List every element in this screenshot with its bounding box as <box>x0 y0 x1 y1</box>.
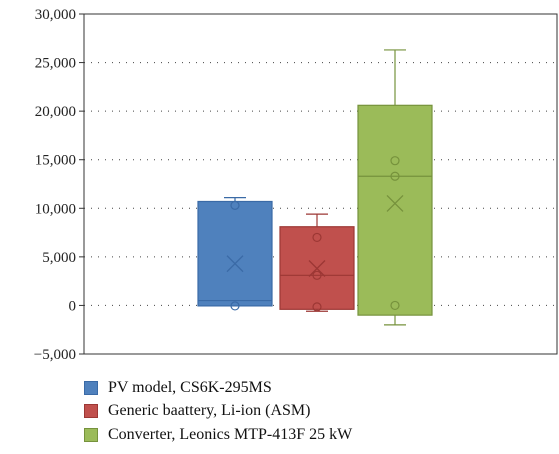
data-point <box>230 200 240 210</box>
data-point <box>312 302 322 312</box>
data-point <box>312 232 322 243</box>
box-series-0 <box>197 197 273 311</box>
legend-label-converter: Converter, Leonics MTP-413F 25 kW <box>108 425 353 443</box>
box <box>197 200 273 307</box>
data-point <box>312 270 322 280</box>
data-point <box>230 301 240 311</box>
legend-label-battery: Generic baattery, Li-ion (ASM) <box>108 402 311 420</box>
y-tick-label: −5,000 <box>34 347 76 363</box>
data-point <box>390 171 400 181</box>
box-series-2 <box>357 49 433 326</box>
data-point <box>390 300 400 311</box>
y-tick-label: 20,000 <box>35 104 76 120</box>
legend-label-pv: PV model, CS6K-295MS <box>108 378 272 396</box>
box <box>357 104 433 316</box>
y-tick-label: 10,000 <box>35 201 76 217</box>
box-series <box>197 49 433 326</box>
mean-marker <box>308 260 326 277</box>
legend: PV model, CS6K-295MS Generic baattery, L… <box>84 376 352 447</box>
y-tick-label: 25,000 <box>35 56 76 72</box>
legend-swatch-battery <box>84 404 98 419</box>
y-axis: −5,000 0 5,000 10,000 15,000 20,000 25,000 30,0… <box>34 7 84 363</box>
y-tick-label: 5,000 <box>42 250 76 266</box>
legend-item-pv: PV model, CS6K-295MS <box>84 376 352 400</box>
plot-area-frame <box>83 13 558 355</box>
legend-item-converter: Converter, Leonics MTP-413F 25 kW <box>84 423 352 447</box>
y-tick-label: 30,000 <box>35 7 76 23</box>
legend-swatch-pv <box>84 380 98 395</box>
legend-item-battery: Generic baattery, Li-ion (ASM) <box>84 400 352 424</box>
legend-swatch-converter <box>84 427 98 442</box>
data-point <box>390 156 400 166</box>
y-tick-label: 15,000 <box>35 153 76 169</box>
mean-marker <box>226 255 244 273</box>
mean-marker <box>386 194 404 212</box>
box-series-1 <box>279 213 355 312</box>
y-tick-label: 0 <box>69 298 77 314</box>
